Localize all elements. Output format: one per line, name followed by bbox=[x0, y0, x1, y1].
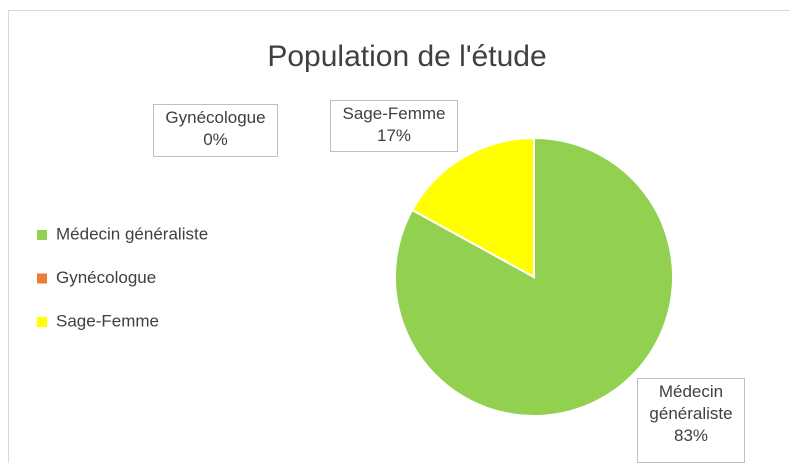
legend-label: Gynécologue bbox=[56, 268, 156, 287]
legend-swatch bbox=[37, 317, 47, 327]
data-label-value: 17% bbox=[376, 126, 412, 145]
data-label-category: Médecin généraliste bbox=[649, 382, 733, 423]
data-label-category: Gynécologue bbox=[165, 108, 266, 127]
pie-slice bbox=[394, 136, 674, 417]
legend-swatch bbox=[37, 273, 47, 284]
data-label-value: 0% bbox=[203, 130, 228, 149]
pie-slice bbox=[410, 136, 535, 279]
data-label-value: 83% bbox=[673, 426, 709, 445]
data-label: Gynécologue 0% bbox=[153, 104, 278, 157]
legend-label: Sage-Femme bbox=[56, 311, 159, 330]
data-label: Sage-Femme 17% bbox=[330, 100, 458, 152]
legend-label: Médecin généraliste bbox=[56, 224, 208, 243]
legend-swatch bbox=[37, 230, 47, 240]
data-label: Médecin généraliste 83% bbox=[637, 378, 745, 463]
chart-title: Population de l'étude bbox=[267, 40, 546, 73]
data-label-category: Sage-Femme bbox=[342, 104, 446, 123]
